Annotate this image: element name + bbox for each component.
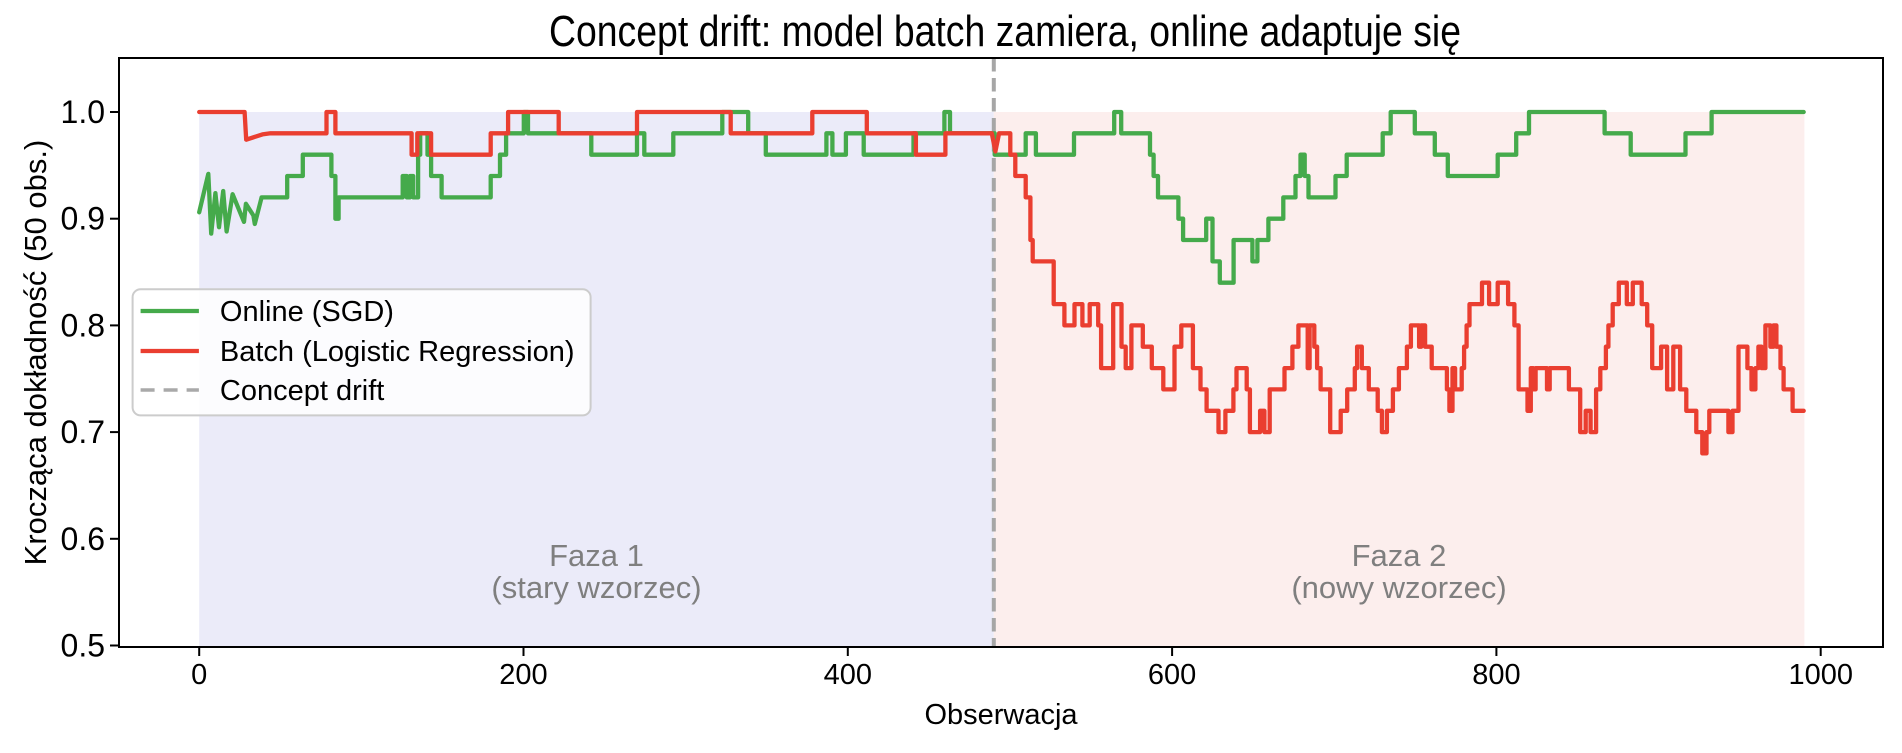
- svg-text:800: 800: [1472, 659, 1520, 691]
- svg-text:(nowy wzorzec): (nowy wzorzec): [1291, 570, 1506, 605]
- svg-text:(stary wzorzec): (stary wzorzec): [491, 570, 701, 605]
- svg-text:Concept drift: model batch zam: Concept drift: model batch zamiera, onli…: [549, 7, 1461, 56]
- svg-text:0.7: 0.7: [61, 414, 105, 450]
- svg-text:Batch (Logistic Regression): Batch (Logistic Regression): [220, 336, 575, 368]
- svg-text:1.0: 1.0: [61, 94, 105, 130]
- svg-text:0.6: 0.6: [61, 521, 105, 557]
- svg-text:1000: 1000: [1788, 659, 1853, 691]
- svg-text:0: 0: [191, 659, 207, 691]
- svg-text:600: 600: [1148, 659, 1196, 691]
- svg-text:Faza 2: Faza 2: [1352, 538, 1447, 573]
- svg-text:Krocząca dokładność (50 obs.): Krocząca dokładność (50 obs.): [18, 140, 53, 566]
- svg-text:Online (SGD): Online (SGD): [220, 296, 394, 328]
- svg-text:0.8: 0.8: [61, 307, 105, 343]
- svg-text:0.5: 0.5: [61, 628, 105, 664]
- svg-text:200: 200: [499, 659, 547, 691]
- svg-text:0.9: 0.9: [61, 201, 105, 237]
- svg-text:400: 400: [824, 659, 872, 691]
- svg-text:Faza 1: Faza 1: [549, 538, 644, 573]
- svg-text:Obserwacja: Obserwacja: [924, 699, 1078, 731]
- svg-text:Concept drift: Concept drift: [220, 375, 384, 407]
